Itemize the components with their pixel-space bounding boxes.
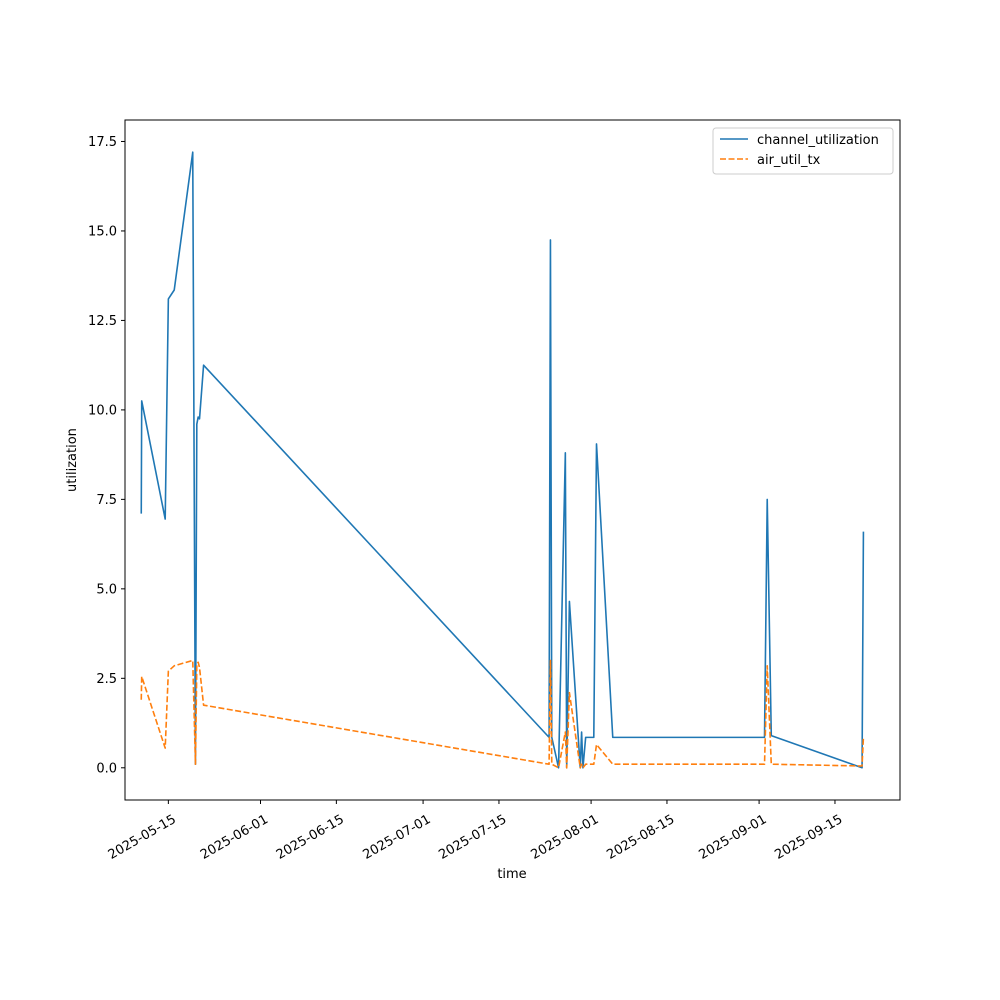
y-tick-label: 5.0 <box>96 582 117 597</box>
legend: channel_utilization air_util_tx <box>712 127 894 175</box>
y-tick-label: 10.0 <box>88 403 117 418</box>
y-tick-label: 17.5 <box>88 135 117 150</box>
series-layer <box>140 151 865 769</box>
series-line-air-util-tx <box>140 659 865 769</box>
legend-label: air_util_tx <box>757 153 821 168</box>
y-tick-label: 2.5 <box>96 672 117 687</box>
y-tick-label: 12.5 <box>88 314 117 329</box>
plot-frame <box>124 119 901 801</box>
y-axis: 0.0 2.5 5.0 7.5 10.0 12.5 15.0 17.5 <box>88 135 125 776</box>
y-tick-label: 15.0 <box>88 224 117 239</box>
y-tick-label: 0.0 <box>96 761 117 776</box>
series-line-channel-utilization <box>140 151 865 769</box>
y-axis-label: utilization <box>65 428 80 492</box>
legend-label: channel_utilization <box>757 133 879 148</box>
legend-box <box>712 127 894 175</box>
y-tick-label: 7.5 <box>96 493 117 508</box>
x-axis-label: time <box>497 867 526 882</box>
